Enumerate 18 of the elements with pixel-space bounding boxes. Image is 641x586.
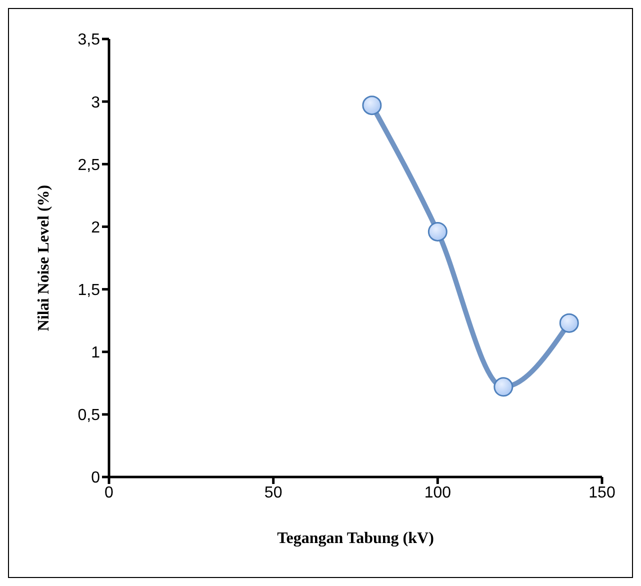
point bbox=[559, 313, 579, 333]
y-tick-label: 0,5 bbox=[78, 407, 100, 424]
y-axis-title: Nilai Noise Level (%) bbox=[36, 184, 53, 332]
point bbox=[428, 222, 448, 242]
x-tick-label: 0 bbox=[104, 484, 114, 502]
y-tick-label: 1 bbox=[91, 344, 100, 362]
x-axis-title: Tegangan Tabung (kV) bbox=[277, 530, 434, 547]
x-tick-label: 50 bbox=[264, 484, 282, 502]
x-tick-label: 100 bbox=[424, 484, 452, 502]
y-tick-label: 3 bbox=[91, 94, 100, 112]
point bbox=[494, 377, 514, 397]
y-tick-label: 2 bbox=[91, 219, 100, 236]
y-tick-label: 0 bbox=[91, 470, 100, 487]
y-tick-label: 3,5 bbox=[78, 32, 100, 49]
y-tick-label: 1,5 bbox=[78, 282, 100, 299]
point bbox=[362, 96, 382, 116]
x-tick-label: 150 bbox=[588, 484, 616, 502]
y-tick-label: 2,5 bbox=[78, 156, 100, 174]
